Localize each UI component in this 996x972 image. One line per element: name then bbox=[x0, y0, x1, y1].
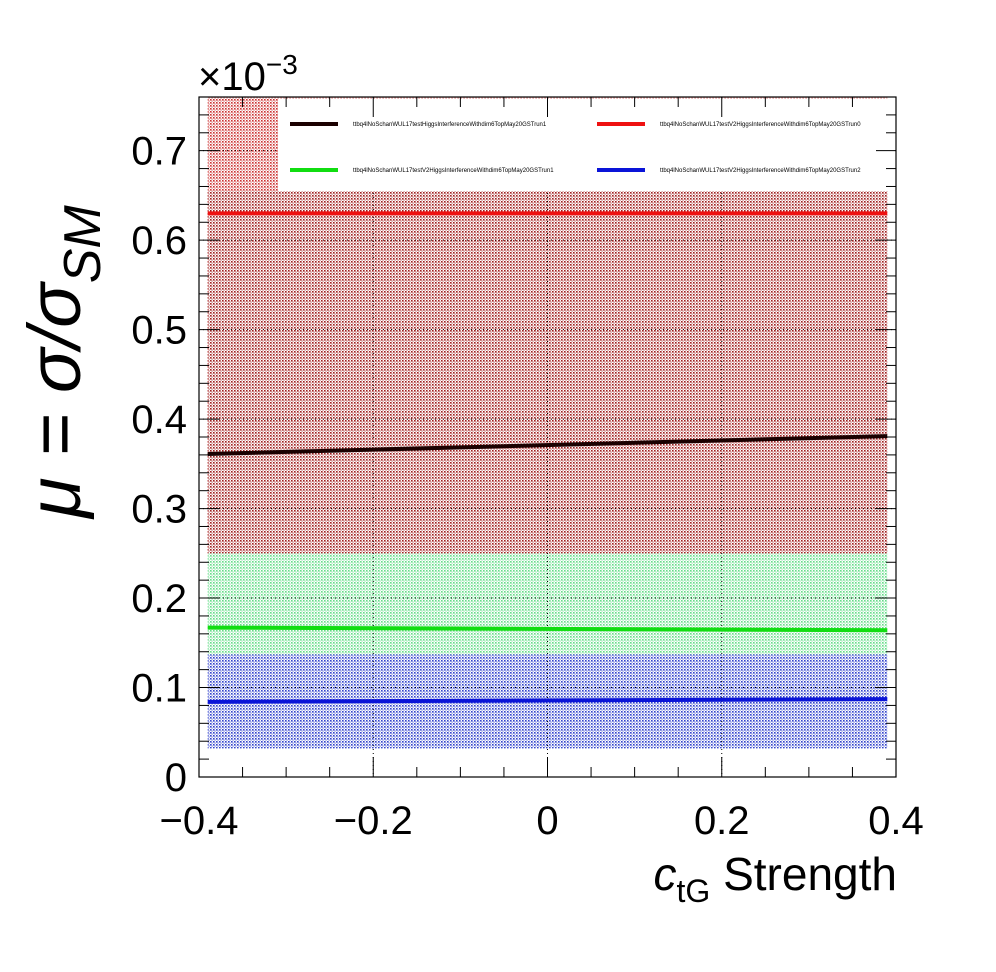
y-tick-label: 0.1 bbox=[131, 667, 187, 711]
band-0 bbox=[207, 190, 888, 554]
uncertainty-bands bbox=[207, 97, 888, 749]
band-2 bbox=[207, 553, 888, 655]
legend-label-3: ttbq4lNoSchanWUL17testV2HiggsInterferenc… bbox=[660, 168, 861, 174]
y-tick-label: 0.2 bbox=[131, 577, 187, 621]
x-tick-label: −0.2 bbox=[334, 799, 413, 843]
y-tick-label: 0.7 bbox=[131, 130, 187, 174]
series-lines bbox=[207, 211, 888, 704]
x-tick-label: −0.4 bbox=[160, 799, 239, 843]
x-tick-label: 0.2 bbox=[694, 799, 750, 843]
x-tick-label: 0.4 bbox=[868, 799, 924, 843]
legend-label-0: ttbq4lNoSchanWUL17testHiggsInterferenceW… bbox=[353, 122, 547, 128]
y-exponent-label: ×10−3 bbox=[198, 49, 298, 99]
y-tick-label: 0.5 bbox=[131, 309, 187, 353]
y-tick-label: 0 bbox=[165, 756, 187, 800]
series-line-0 bbox=[207, 434, 888, 456]
series-line-2 bbox=[207, 625, 888, 633]
x-tick-label: 0 bbox=[536, 799, 558, 843]
y-tick-label: 0.3 bbox=[131, 488, 187, 532]
axis-ticks bbox=[198, 96, 897, 778]
legend-background bbox=[278, 99, 893, 191]
legend-label-1: ttbq4lNoSchanWUL17testV2HiggsInterferenc… bbox=[660, 122, 861, 128]
y-axis-title: μ = σ/σSM bbox=[13, 205, 112, 520]
y-tick-label: 0.6 bbox=[131, 219, 187, 263]
x-axis-title: ctG Strength bbox=[654, 848, 897, 909]
series-line-3 bbox=[207, 697, 888, 704]
legend-label-2: ttbq4lNoSchanWUL17testV2HiggsInterferenc… bbox=[353, 168, 554, 174]
legend: ttbq4lNoSchanWUL17testHiggsInterferenceW… bbox=[278, 99, 893, 191]
y-tick-label: 0.4 bbox=[131, 398, 187, 442]
axis-tick-labels: −0.4 −0.2 0 0.2 0.4 0 0.1 0.2 0.3 0.4 0.5 0.6 0.7 bbox=[131, 130, 923, 843]
